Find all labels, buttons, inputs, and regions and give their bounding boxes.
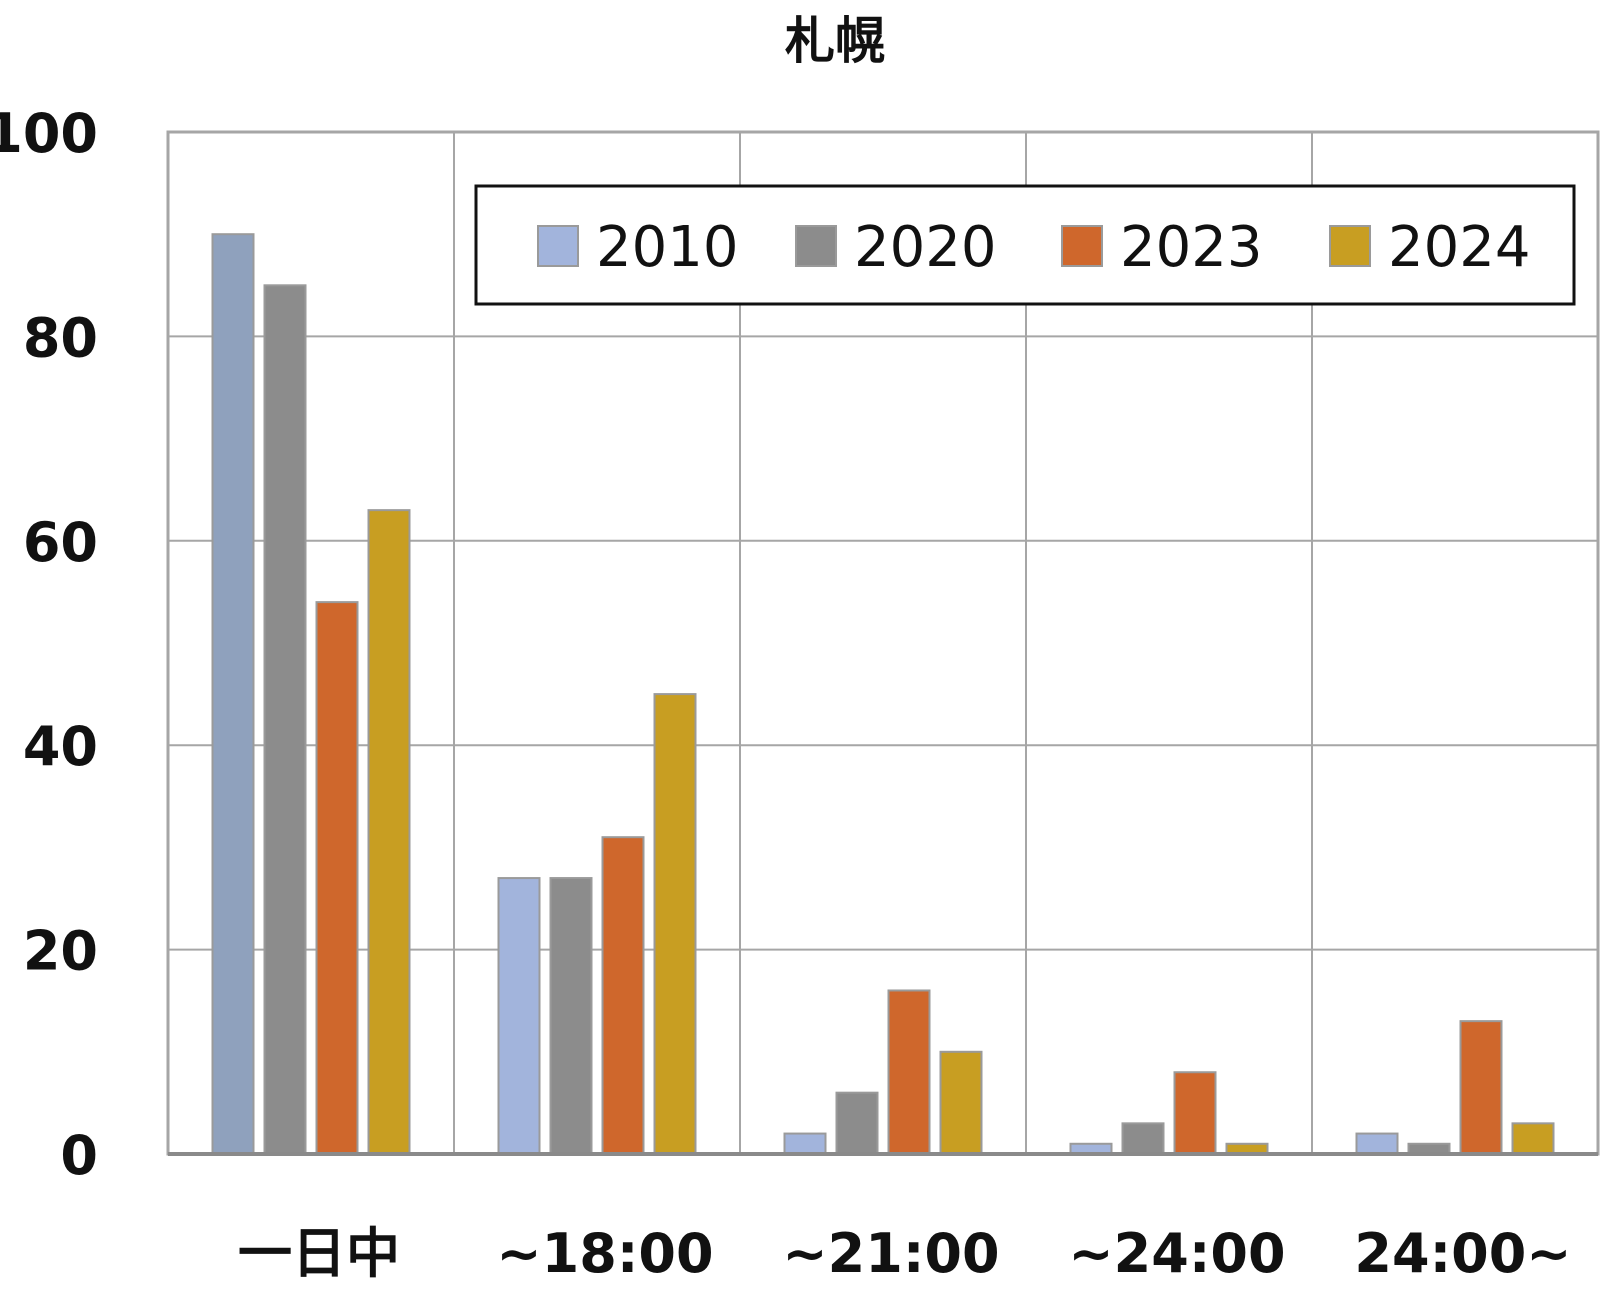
y-tick-label: 40 — [23, 715, 98, 778]
x-category-label: ~24:00 — [1068, 1222, 1285, 1285]
legend-label-2023: 2023 — [1120, 215, 1263, 280]
bar-2010-4 — [1355, 1132, 1399, 1156]
legend-label-2010: 2010 — [596, 215, 739, 280]
bar-2020-3 — [1121, 1122, 1165, 1155]
x-category-label: 24:00~ — [1354, 1222, 1571, 1285]
legend-box — [474, 184, 1576, 306]
legend: 2010 2020 2023 2024 — [474, 184, 1576, 306]
bar-2023-0 — [315, 601, 359, 1155]
bar-2010-0 — [211, 233, 255, 1155]
bar-2024-4 — [1511, 1122, 1555, 1155]
x-category-label: 一日中 — [238, 1222, 400, 1285]
bar-2024-0 — [367, 509, 411, 1155]
x-category-label: ~21:00 — [782, 1222, 999, 1285]
bar-2020-2 — [835, 1091, 879, 1156]
bar-2010-1 — [497, 877, 541, 1155]
bar-2023-4 — [1459, 1020, 1503, 1156]
legend-label-2024: 2024 — [1388, 215, 1531, 280]
bar-2023-2 — [887, 989, 931, 1155]
bar-2023-1 — [601, 836, 645, 1155]
x-axis-categories: 一日中 ~18:00 ~21:00 ~24:00 24:00~ — [238, 1222, 1572, 1285]
bar-2023-3 — [1173, 1071, 1217, 1155]
x-category-label: ~18:00 — [496, 1222, 713, 1285]
y-tick-label: 0 — [60, 1124, 98, 1187]
legend-swatch-2020 — [795, 225, 837, 267]
bar-2020-1 — [549, 877, 593, 1155]
bars — [168, 233, 1598, 1156]
y-tick-label: 60 — [23, 511, 98, 574]
bar-2010-2 — [783, 1132, 827, 1156]
y-tick-label: 100 — [0, 102, 98, 165]
legend-swatch-2023 — [1061, 225, 1103, 267]
bar-2024-1 — [653, 693, 697, 1155]
legend-label-2020: 2020 — [854, 215, 997, 280]
y-tick-label: 20 — [23, 920, 98, 983]
y-axis-ticks: 0 20 40 60 80 100 — [0, 102, 98, 1187]
y-tick-label: 80 — [23, 306, 98, 369]
bar-2024-2 — [939, 1050, 983, 1156]
legend-swatch-2010 — [537, 225, 579, 267]
legend-swatch-2024 — [1329, 225, 1371, 267]
chart-title: 札幌 — [785, 12, 885, 70]
bar-2020-0 — [263, 284, 307, 1155]
